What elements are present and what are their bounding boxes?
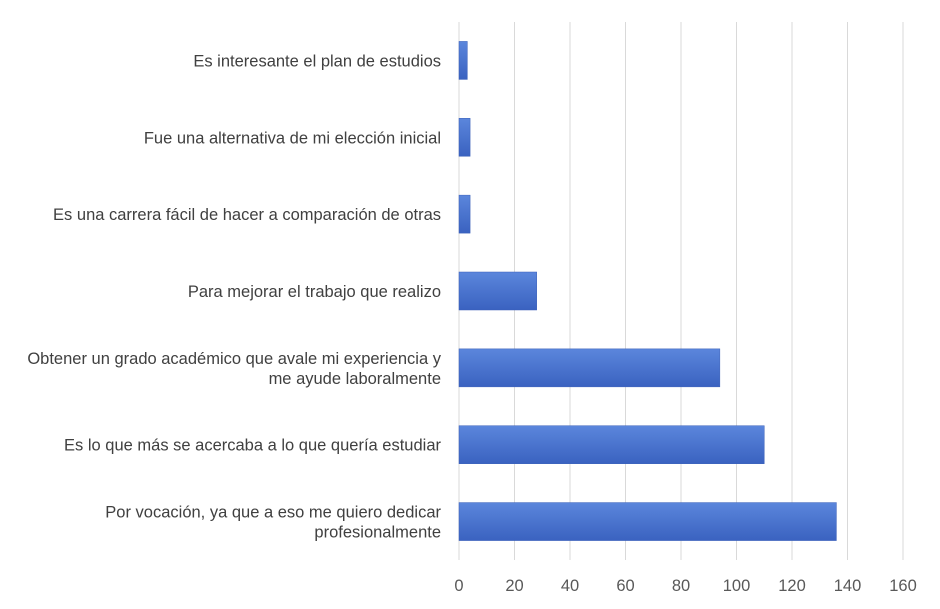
- bar: [458, 118, 471, 157]
- category-label-line: Fue una alternativa de mi elección inici…: [144, 129, 441, 147]
- category-label-line: Para mejorar el trabajo que realizo: [188, 283, 441, 301]
- gridlines: [458, 22, 904, 560]
- bar: [458, 425, 765, 464]
- category-label: Por vocación, ya que a eso me quiero ded…: [105, 504, 441, 542]
- category-label: Obtener un grado académico que avale mi …: [27, 350, 441, 388]
- x-tick-label: 60: [616, 577, 634, 595]
- x-axis-tick-labels: 0 20 40 60 80 100 120 140 160: [454, 577, 916, 595]
- category-label-line: profesionalmente: [314, 524, 441, 542]
- x-tick-label: 100: [723, 577, 751, 595]
- category-label: Es interesante el plan de estudios: [193, 52, 441, 70]
- category-label-line: me ayude laboralmente: [269, 370, 441, 388]
- x-tick-label: 80: [672, 577, 690, 595]
- bar: [458, 41, 468, 80]
- category-label-line: Por vocación, ya que a eso me quiero ded…: [105, 504, 441, 522]
- category-label-line: Es una carrera fácil de hacer a comparac…: [53, 206, 441, 224]
- category-label-line: Es lo que más se acercaba a lo que querí…: [64, 437, 441, 455]
- bar: [458, 502, 837, 541]
- x-tick-label: 0: [454, 577, 463, 595]
- category-label-line: Es interesante el plan de estudios: [193, 52, 441, 70]
- bar: [458, 348, 721, 388]
- x-tick-label: 120: [778, 577, 806, 595]
- x-tick-label: 140: [834, 577, 862, 595]
- bar: [458, 194, 471, 234]
- category-label: Para mejorar el trabajo que realizo: [188, 283, 441, 301]
- x-tick-label: 20: [505, 577, 523, 595]
- category-label-line: Obtener un grado académico que avale mi …: [27, 350, 441, 368]
- x-tick-label: 160: [889, 577, 917, 595]
- bars: [458, 41, 837, 541]
- category-label: Es una carrera fácil de hacer a comparac…: [53, 206, 441, 224]
- category-label: Es lo que más se acercaba a lo que querí…: [64, 437, 441, 455]
- category-labels: Es interesante el plan de estudios Fue un…: [27, 52, 441, 541]
- category-label: Fue una alternativa de mi elección inici…: [144, 129, 441, 147]
- x-tick-label: 40: [561, 577, 579, 595]
- bar: [458, 271, 537, 311]
